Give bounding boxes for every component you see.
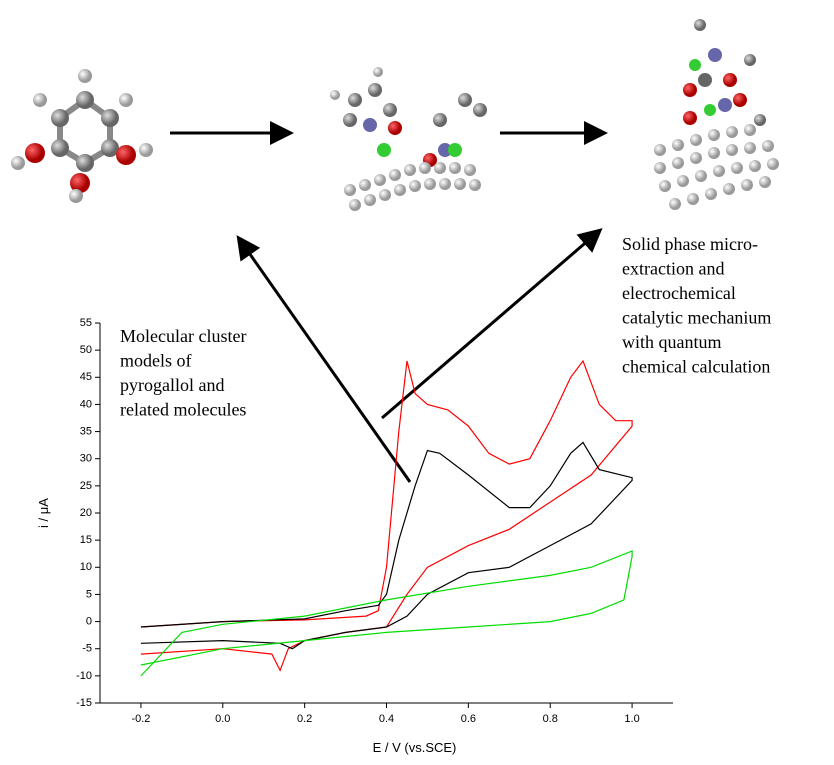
annotation-line: Molecular cluster — [120, 326, 246, 346]
x-tick-label: -0.2 — [131, 713, 150, 725]
annotation-line: with quantum — [622, 332, 722, 352]
y-tick-label: 20 — [80, 507, 92, 519]
y-tick-label: 50 — [80, 344, 92, 356]
annotation-line: models of — [120, 351, 192, 371]
x-tick-label: 0.0 — [215, 713, 230, 725]
x-tick-label: 0.6 — [461, 713, 476, 725]
y-tick-label: 25 — [80, 480, 92, 492]
y-tick-label: 30 — [80, 453, 92, 465]
annotation-line: pyrogallol and — [120, 375, 224, 395]
y-tick-label: -10 — [76, 670, 92, 682]
y-tick-label: 55 — [80, 317, 92, 329]
x-tick-label: 0.2 — [297, 713, 312, 725]
y-tick-label: -15 — [76, 697, 92, 709]
molecule-pyrogallol — [11, 69, 153, 203]
cv-curve — [141, 442, 632, 648]
y-axis-label: i / μA — [36, 498, 51, 528]
x-tick-label: 0.4 — [379, 713, 394, 725]
y-tick-label: 35 — [80, 425, 92, 437]
y-tick-label: 5 — [86, 588, 92, 600]
annotation-line: electrochemical — [622, 283, 736, 303]
annotation-line: chemical calculation — [622, 357, 770, 377]
y-tick-label: 45 — [80, 371, 92, 383]
y-tick-label: 40 — [80, 398, 92, 410]
annotation-line: extraction and — [622, 259, 724, 279]
x-tick-label: 1.0 — [624, 713, 639, 725]
y-tick-label: -5 — [82, 643, 92, 655]
x-tick-label: 0.8 — [543, 713, 558, 725]
y-tick-label: 0 — [86, 615, 92, 627]
y-tick-label: 10 — [80, 561, 92, 573]
annotation-line: catalytic mechanium — [622, 308, 771, 328]
x-axis-label: E / V (vs.SCE) — [373, 740, 457, 755]
molecule-cluster-2 — [330, 67, 487, 211]
graphical-abstract: -15 -10 -5 0 5 10 15 20 25 30 35 40 45 50 55 -0.2 0.0 0.2… — [0, 0, 834, 765]
y-tick-label: 15 — [80, 534, 92, 546]
annotations: Molecular cluster models of pyrogallol an… — [120, 234, 771, 420]
annotation-line: related molecules — [120, 400, 246, 420]
arrows — [170, 133, 602, 482]
molecule-cluster-3 — [654, 19, 779, 210]
annotation-line: Solid phase micro- — [622, 234, 758, 254]
